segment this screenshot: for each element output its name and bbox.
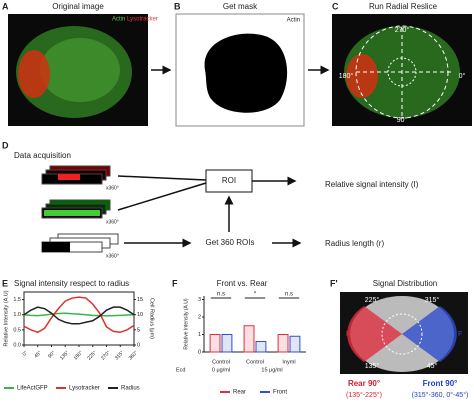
connector <box>117 175 207 181</box>
legend-text: Rear <box>233 390 246 396</box>
angle-label: 270° <box>395 26 410 34</box>
panel-title: Run Radial Reslice <box>369 2 438 11</box>
x-tick-label: 180° <box>73 350 85 362</box>
y-axis-label: Relative Intensity (A.U) <box>183 298 189 349</box>
significance: n.s <box>217 292 225 298</box>
angle-label: 315° <box>425 296 440 304</box>
legend-text: Actin <box>112 17 125 23</box>
bar <box>243 325 255 353</box>
x-tick-label: Control <box>212 359 230 365</box>
roi-label: ROI <box>222 176 236 185</box>
dose-label: 0 μg/ml <box>212 367 230 373</box>
x-tick-label: Control <box>246 359 264 365</box>
output-label: Radius length (r) <box>325 239 384 248</box>
y-tick-label: 1.0 <box>13 312 21 318</box>
panel-title: Signal intensity respect to radius <box>14 279 129 288</box>
stack <box>41 233 119 253</box>
panel-title: Data acquisition <box>14 151 71 160</box>
mask-label: Actin <box>287 18 300 24</box>
y-tick-label: 0.5 <box>13 327 21 333</box>
panel-letter: C <box>332 1 339 11</box>
legend-text: Lysotracker <box>69 386 100 392</box>
series-line <box>23 296 135 334</box>
cell <box>40 38 120 102</box>
x-tick-label: 270° <box>100 350 112 362</box>
plot-frame <box>23 291 135 346</box>
panel-title: Original image <box>52 2 104 11</box>
stack <box>41 165 111 185</box>
x-tick-label: 135° <box>59 350 71 362</box>
angle-label: 180° <box>339 72 354 80</box>
angle-label: 0° <box>459 72 466 80</box>
y-tick-label: 1.5 <box>13 297 21 303</box>
lysosomes <box>18 50 50 98</box>
significance: * <box>254 292 257 298</box>
row-label: Ecd <box>176 367 185 373</box>
step-label: Get 360 ROIs <box>206 238 255 247</box>
legend-text: LifeActGFP <box>17 386 48 392</box>
panel-letter: F <box>172 278 178 288</box>
output-label: Relative signal intensity (I) <box>325 180 419 189</box>
x-tick-label: 0° <box>22 350 30 358</box>
side-label: R <box>346 331 351 338</box>
y2-tick-label: 5 <box>137 327 140 333</box>
y2-axis-label: Cell Radius (μm) <box>149 298 155 339</box>
y2-tick-label: 10 <box>137 312 143 318</box>
x-tick-label: 315° <box>114 350 126 362</box>
x-tick-label: Inyml <box>282 359 295 365</box>
stack-label: x360° <box>106 185 119 191</box>
panel-title: Front vs. Rear <box>217 279 268 288</box>
y2-tick-label: 0 <box>137 342 140 348</box>
connector <box>117 182 207 211</box>
series-line <box>23 306 135 325</box>
y2-tick-label: 15 <box>137 297 143 303</box>
mask <box>204 33 288 113</box>
lysosomes <box>346 54 378 98</box>
bar <box>209 334 221 353</box>
y-tick-label: 0.0 <box>13 342 21 348</box>
panel-letter: F' <box>330 278 338 288</box>
front-label: Front 90° <box>423 379 458 388</box>
rear-range: (135°-225°) <box>346 391 382 399</box>
reslice-circle <box>381 313 423 355</box>
x-tick-label: 90° <box>47 350 57 360</box>
angle-label: 225° <box>365 296 380 304</box>
front-range: (315°-360, 0°-45°) <box>412 391 469 399</box>
panel-letter: B <box>174 1 181 11</box>
y-tick-label: 1 <box>198 332 201 338</box>
front-sector <box>402 306 457 362</box>
panel-letter: D <box>2 140 9 150</box>
x-tick-label: 360° <box>128 350 140 362</box>
angle-label: 135° <box>365 362 380 370</box>
bar <box>255 341 267 353</box>
angle-label: 90° <box>397 116 408 124</box>
legend-text: Front <box>273 390 287 396</box>
panel-letter: E <box>2 278 8 288</box>
stack <box>41 199 111 219</box>
significance: n.s <box>285 292 293 298</box>
legend-text: Radius <box>121 386 140 392</box>
angle-label: 45° <box>427 362 438 370</box>
y-tick-label: 0 <box>198 349 201 355</box>
stack-label: x360° <box>106 253 119 259</box>
y-axis-label: Relative Intensity (A.U) <box>3 290 9 346</box>
side-label: F <box>458 331 462 338</box>
x-tick-label: 45° <box>33 350 43 360</box>
bar <box>277 334 289 353</box>
panel-title: Signal Distribution <box>373 279 437 288</box>
series-line <box>23 312 135 317</box>
legend-text: Lysotracker <box>127 17 158 23</box>
bar <box>221 334 233 353</box>
panel-title: Get mask <box>223 2 258 11</box>
dose-label: 15 μg/ml <box>261 367 282 373</box>
rear-sector <box>347 306 402 362</box>
bar <box>289 335 301 353</box>
y-tick-label: 3 <box>198 297 201 303</box>
rear-label: Rear 90° <box>348 379 380 388</box>
x-tick-label: 225° <box>86 350 98 362</box>
y-tick-label: 2 <box>198 314 201 320</box>
panel-letter: A <box>2 1 9 11</box>
stack-label: x360° <box>106 219 119 225</box>
